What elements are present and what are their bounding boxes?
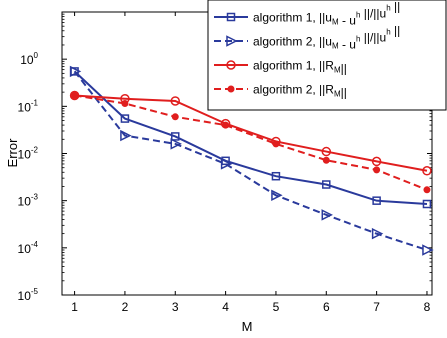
circle-marker [422, 166, 432, 176]
dot-marker [272, 140, 280, 148]
triangle-marker [271, 189, 283, 202]
circle-marker [321, 146, 332, 157]
square-marker [226, 12, 236, 22]
circle-marker [170, 96, 181, 106]
y-axis-label: Error [5, 138, 20, 168]
y-tick-label: 10-3 [18, 193, 39, 209]
legend-box [207, 0, 447, 111]
series-line [73, 70, 428, 251]
y-tick-label: 10-2 [18, 146, 39, 162]
triangle-marker [69, 65, 82, 78]
square-marker [422, 199, 432, 209]
x-tick-label: 5 [273, 300, 280, 314]
x-tick-label: 1 [71, 300, 78, 314]
triangle-marker [120, 129, 132, 142]
triangle-marker [220, 158, 233, 170]
dot-marker [121, 99, 129, 107]
dot-marker [373, 166, 381, 174]
dot-marker [71, 91, 79, 99]
series-line [73, 70, 428, 205]
dot-marker [222, 121, 230, 129]
dot-marker [227, 85, 235, 93]
series-3 [69, 90, 432, 176]
legend-entry: algorithm 1, ||RM|| [253, 59, 347, 76]
y-tick-label: 100 [20, 51, 38, 67]
square-marker [171, 132, 180, 141]
series-1 [70, 67, 432, 209]
x-tick-label: 6 [323, 300, 330, 314]
triangle-marker [422, 244, 434, 256]
circle-marker [371, 156, 382, 167]
dot-marker [171, 113, 179, 121]
y-tick-label: 10-5 [18, 287, 39, 303]
triangle-marker [321, 209, 333, 221]
square-marker [322, 180, 331, 189]
dot-marker [423, 186, 431, 194]
legend-entry: algorithm 2, ||uM - uh ||/||uh || [253, 24, 400, 52]
triangle-marker [371, 227, 384, 240]
square-marker [120, 114, 130, 123]
x-tick-label: 8 [424, 300, 431, 314]
circle-marker [226, 60, 236, 70]
x-tick-label: 2 [122, 300, 129, 314]
legend-entry: algorithm 2, ||RM|| [253, 83, 347, 100]
y-tick-label: 10-1 [18, 98, 39, 114]
triangle-marker [226, 35, 238, 47]
series-2 [69, 65, 434, 256]
square-marker [271, 171, 281, 181]
legend-entry: algorithm 1, ||uM - uh ||/||uh || [253, 0, 400, 28]
x-tick-label: 3 [172, 300, 179, 314]
x-axis-label: M [242, 319, 253, 334]
series-4 [71, 91, 431, 194]
triangle-marker [170, 138, 182, 150]
dot-marker [322, 156, 330, 164]
x-tick-label: 7 [373, 300, 380, 314]
series-line [74, 94, 428, 172]
x-tick-label: 4 [222, 300, 229, 314]
square-marker [372, 196, 381, 205]
series-line [74, 94, 428, 191]
y-tick-label: 10-4 [18, 240, 39, 256]
legend: algorithm 1, ||uM - uh ||/||uh ||algorit… [207, 0, 447, 111]
